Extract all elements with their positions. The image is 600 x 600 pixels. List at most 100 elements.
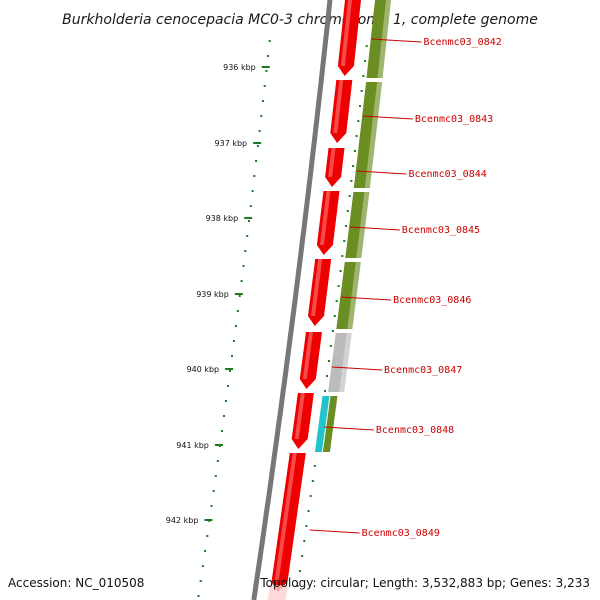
track-dot xyxy=(204,550,207,552)
topology-text: Topology: circular; Length: 3,532,883 bp… xyxy=(259,576,590,590)
track-dot xyxy=(240,280,243,282)
track-dot xyxy=(210,505,213,507)
gene-leader-line xyxy=(341,296,392,301)
gene-leader-line xyxy=(371,38,422,43)
cog-bar-shine xyxy=(339,333,352,392)
track-dot xyxy=(234,325,237,327)
tick-label: 939 kbp xyxy=(196,290,229,299)
track-dot xyxy=(206,535,209,537)
track-dot xyxy=(216,460,219,462)
gene-label: Bcenmc03_0849 xyxy=(362,528,440,539)
tick-label: 938 kbp xyxy=(206,214,239,223)
map-title: Burkholderia cenocepacia MC0-3 chromosom… xyxy=(62,12,538,28)
track-dot xyxy=(246,235,249,237)
track-dot xyxy=(311,480,314,482)
track-dot xyxy=(346,210,349,212)
track-dot xyxy=(214,475,217,477)
tick-label: 937 kbp xyxy=(215,139,248,148)
gene-leader-line xyxy=(356,170,407,175)
track-dot xyxy=(329,345,332,347)
tick-label: 936 kbp xyxy=(223,63,256,72)
track-dot xyxy=(229,370,231,372)
cog-bar xyxy=(336,262,361,329)
track-dot xyxy=(256,145,259,147)
track-dot xyxy=(359,105,361,107)
gene-leader-line xyxy=(349,226,400,231)
gene-leader-line xyxy=(309,529,360,534)
cds-arrow-shine xyxy=(319,191,331,245)
track-dot xyxy=(232,340,235,342)
track-dot xyxy=(313,465,316,467)
track-dot xyxy=(364,60,367,62)
track-dot xyxy=(337,285,340,287)
gene-label: Bcenmc03_0843 xyxy=(415,114,493,125)
track-dot xyxy=(236,310,239,312)
track-dot xyxy=(307,510,310,512)
cds-arrow xyxy=(325,148,345,187)
cog-bar xyxy=(314,396,330,452)
track-dot xyxy=(199,580,202,582)
track-dot xyxy=(301,555,304,557)
gene-leader-line xyxy=(331,366,383,371)
track-dot xyxy=(352,165,355,167)
cog-track xyxy=(314,0,391,452)
track-dot xyxy=(197,595,200,597)
track-dot xyxy=(223,415,225,417)
track-dot xyxy=(335,300,338,302)
track-dot xyxy=(345,225,347,227)
tick-dot-track xyxy=(197,40,271,597)
track-dot xyxy=(255,160,258,162)
track-dot xyxy=(253,175,256,177)
cds-track xyxy=(267,0,361,600)
cog-bar xyxy=(353,82,383,188)
track-dot xyxy=(341,255,344,257)
track-dot xyxy=(309,495,312,497)
cds-arrow-shine xyxy=(311,259,323,316)
track-dot xyxy=(212,490,215,492)
tick-label: 942 kbp xyxy=(166,516,199,525)
cog-bar-shine xyxy=(377,0,391,78)
track-dot xyxy=(331,330,334,332)
cog-bar-shine xyxy=(364,82,383,188)
backbone-arc xyxy=(251,0,333,600)
cds-arrow-shine xyxy=(333,80,344,133)
track-dot xyxy=(265,70,268,72)
track-dot xyxy=(227,385,229,387)
track-dot xyxy=(348,195,351,197)
track-dot xyxy=(244,250,247,252)
track-dot xyxy=(262,100,264,102)
gene-leader-line xyxy=(362,115,413,120)
track-dot xyxy=(298,570,301,572)
track-dot xyxy=(365,45,368,47)
gene-label: Bcenmc03_0842 xyxy=(424,37,502,48)
gene-leader-line xyxy=(323,426,374,431)
cog-bar-shine xyxy=(356,192,370,258)
track-dot xyxy=(242,265,245,267)
track-dot xyxy=(231,355,233,357)
track-dot xyxy=(333,315,336,317)
track-dot xyxy=(263,85,266,87)
cds-arrow-shine xyxy=(302,332,313,379)
cog-bar xyxy=(328,333,352,392)
track-dot xyxy=(249,205,252,207)
track-dot xyxy=(305,525,308,527)
track-dot xyxy=(296,585,299,587)
track-dot xyxy=(343,240,346,242)
track-dot xyxy=(303,540,306,542)
cds-arrow-fade xyxy=(267,585,288,600)
cog-bar xyxy=(345,192,370,258)
kbp-ticks: 936 kbp 937 kbp 938 kbp 939 kbp 940 kbp 941 k… xyxy=(166,63,270,525)
track-dot xyxy=(360,90,363,92)
track-dot xyxy=(357,120,360,122)
track-dot xyxy=(201,565,204,567)
gene-label: Bcenmc03_0844 xyxy=(409,169,487,180)
cds-arrow-shine xyxy=(328,148,336,177)
gene-label: Bcenmc03_0848 xyxy=(376,425,454,436)
track-dot xyxy=(326,375,328,377)
track-dot xyxy=(248,220,250,222)
track-dot xyxy=(260,115,263,117)
track-dot xyxy=(339,270,342,272)
track-dot xyxy=(258,130,261,132)
cog-bar-secondary xyxy=(322,396,338,452)
